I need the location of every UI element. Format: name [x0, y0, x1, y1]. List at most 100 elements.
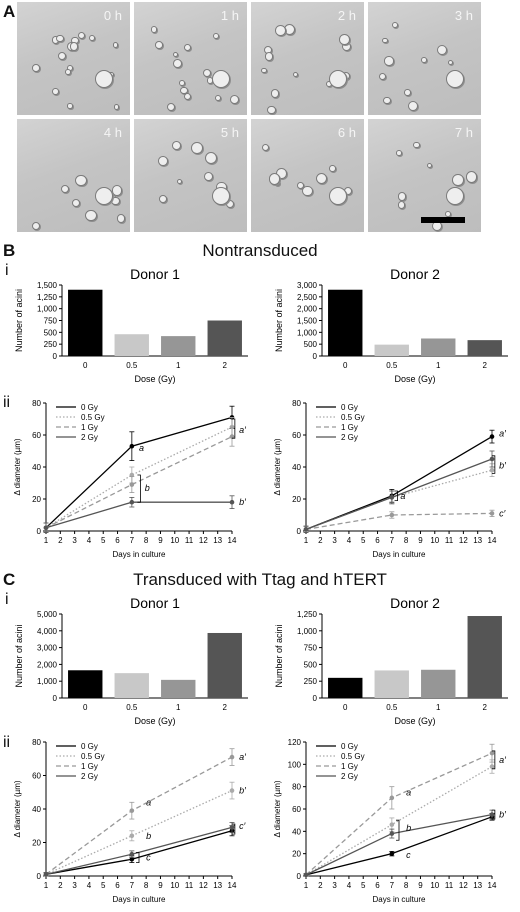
- y-tick-label: 0: [37, 527, 42, 536]
- legend-label: 0.5 Gy: [81, 413, 105, 422]
- data-point: [489, 467, 495, 473]
- legend-label: 1 Gy: [341, 762, 358, 771]
- x-tick-label: 13: [213, 881, 222, 890]
- cell-blob: [378, 73, 386, 81]
- x-tick-label: 0: [83, 703, 88, 712]
- cell-blob: [260, 67, 267, 74]
- bar: [114, 673, 149, 698]
- series-line: [305, 436, 493, 531]
- cell-cluster: [95, 187, 113, 205]
- x-tick-label: 1: [436, 361, 441, 370]
- x-tick-label: 13: [213, 536, 222, 545]
- chart-title: Donor 2: [390, 595, 440, 611]
- y-tick-label: 500: [304, 660, 318, 669]
- cell-blob: [297, 182, 304, 190]
- chart-b-i-donor2: Donor 2 0 500 1,000 1,500 2,000 2,500 3,000 0 0.5…: [274, 266, 508, 384]
- cell-blob: [111, 196, 120, 206]
- chart-title: Donor 1: [130, 595, 180, 611]
- x-tick-label: 2: [483, 361, 488, 370]
- legend-label: 2 Gy: [81, 772, 98, 781]
- y-tick-label: 80: [292, 399, 301, 408]
- x-tick-label: 10: [170, 536, 179, 545]
- cell-blob: [111, 185, 123, 196]
- timelapse-frame: 6 h: [251, 119, 364, 232]
- cell-blob: [214, 94, 221, 102]
- chart-title: Donor 1: [130, 266, 180, 282]
- x-axis-label: Days in culture: [113, 895, 166, 904]
- data-point: [489, 456, 495, 462]
- y-tick-label: 40: [32, 805, 41, 814]
- panel-letter-c: C: [3, 570, 16, 589]
- y-axis-label: Number of acini: [274, 624, 284, 687]
- y-axis-label: Δ diameter (µm): [273, 438, 282, 495]
- data-point: [389, 822, 395, 827]
- series-line: [45, 826, 233, 875]
- y-tick-label: 0: [297, 527, 302, 536]
- time-label: 3 h: [454, 8, 473, 23]
- y-tick-label: 40: [32, 463, 41, 472]
- y-axis-label: Δ diameter (µm): [13, 780, 22, 837]
- x-tick-label: 13: [473, 881, 482, 890]
- y-tick-label: 80: [32, 399, 41, 408]
- x-tick-label: 9: [158, 536, 163, 545]
- cell-blob: [302, 186, 313, 197]
- x-tick-label: 2: [318, 881, 323, 890]
- x-tick-label: 0.5: [386, 361, 398, 370]
- y-tick-label: 1,000: [37, 677, 58, 686]
- cell-blob: [275, 25, 286, 36]
- panel-b-ii-label: ii: [3, 394, 11, 411]
- x-tick-label: 1: [176, 703, 181, 712]
- y-tick-label: 2,000: [37, 660, 58, 669]
- significance-annotation: a: [139, 443, 144, 453]
- x-tick-label: 11: [185, 536, 194, 545]
- cell-blob: [447, 60, 453, 66]
- legend-label: 0 Gy: [341, 403, 358, 412]
- cell-blob: [426, 162, 433, 168]
- cell-blob: [436, 44, 447, 55]
- cell-blob: [395, 150, 402, 156]
- panel-letter-b: B: [3, 241, 16, 260]
- significance-annotation: c: [406, 850, 411, 860]
- x-axis-label: Dose (Gy): [134, 374, 175, 384]
- x-tick-label: 6: [115, 536, 120, 545]
- y-tick-label: 20: [32, 839, 41, 848]
- timelapse-frame: 0 h: [17, 2, 130, 115]
- x-tick-label: 4: [347, 536, 352, 545]
- cell-blob: [398, 201, 406, 209]
- x-tick-label: 12: [199, 536, 208, 545]
- cell-blob: [172, 52, 178, 58]
- timelapse-grid: 0 h 1 h 2 h 3 h 4 h 5 h 6 h 7 h: [17, 2, 482, 232]
- cell-blob: [75, 174, 87, 187]
- data-point: [389, 831, 395, 836]
- cell-blob: [315, 172, 328, 184]
- cell-cluster: [446, 70, 464, 88]
- x-tick-label: 5: [361, 536, 366, 545]
- significance-annotation: b′: [239, 786, 246, 796]
- cell-blob: [177, 178, 183, 185]
- bar: [161, 336, 196, 356]
- y-tick-label: 1,500: [37, 281, 58, 290]
- cell-blob: [52, 88, 59, 96]
- cell-blob: [154, 41, 163, 49]
- bar: [328, 677, 363, 698]
- data-point: [129, 499, 135, 505]
- cell-blob: [384, 56, 394, 66]
- x-tick-label: 10: [430, 881, 439, 890]
- x-tick-label: 10: [430, 536, 439, 545]
- y-tick-label: 2,500: [297, 293, 318, 302]
- x-tick-label: 6: [375, 536, 380, 545]
- cell-blob: [261, 144, 269, 152]
- y-tick-label: 1,500: [297, 317, 318, 326]
- x-tick-label: 12: [199, 881, 208, 890]
- cell-blob: [69, 42, 79, 51]
- y-tick-label: 0: [313, 694, 318, 703]
- significance-bracket: [136, 852, 140, 863]
- timelapse-frame: 2 h: [251, 2, 364, 115]
- y-tick-label: 4,000: [37, 627, 58, 636]
- y-axis-label: Number of acini: [14, 624, 24, 687]
- cell-cluster: [329, 70, 347, 88]
- panel-b-i-label: i: [5, 262, 9, 279]
- series-line: [305, 752, 493, 876]
- cell-blob: [85, 209, 98, 222]
